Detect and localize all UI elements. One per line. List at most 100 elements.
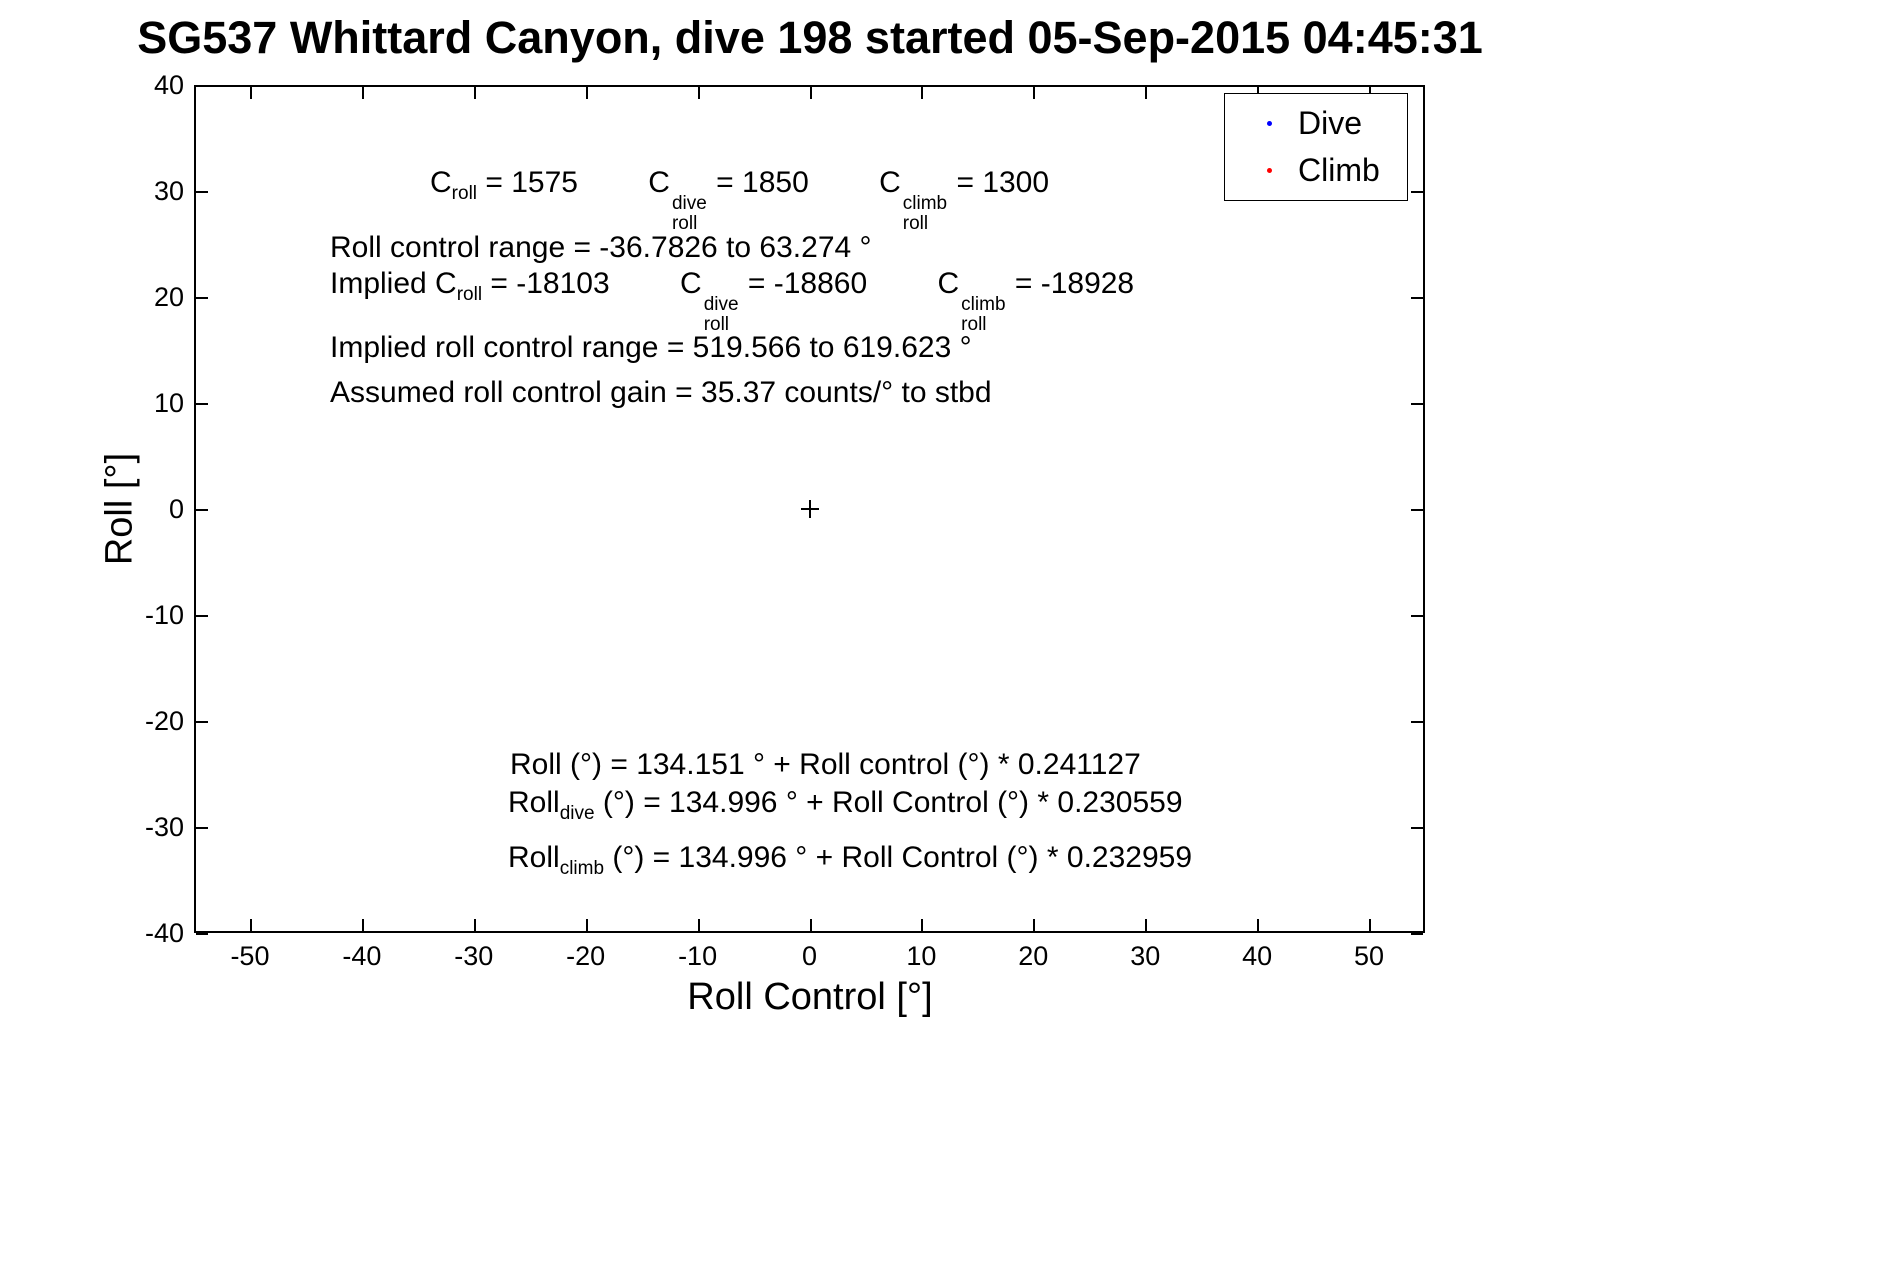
- base: Roll: [510, 748, 562, 781]
- chart-title: SG537 Whittard Canyon, dive 198 started …: [137, 12, 1483, 63]
- x-tick-label: 10: [906, 941, 937, 971]
- y-tick-mark: [196, 191, 208, 193]
- y-tick-label: 10: [153, 388, 184, 418]
- prefix: Implied C: [330, 267, 457, 300]
- gain-annotation: Assumed roll control gain = 35.37 counts…: [330, 376, 992, 409]
- legend-label-dive: Dive: [1298, 104, 1363, 141]
- y-tick-mark: [196, 933, 208, 935]
- base: Roll: [508, 841, 560, 874]
- eq-text: (°) = 134.996 ° + Roll Control (°) * 0.2…: [594, 786, 1183, 819]
- supsub: dive roll: [672, 194, 707, 234]
- implied-c-roll-term: Implied Croll = -18103: [330, 267, 610, 305]
- y-tick-label: -20: [144, 706, 184, 736]
- x-tick-mark: [1033, 919, 1036, 931]
- x-tick-mark: [697, 87, 700, 99]
- x-tick-mark: [361, 87, 364, 99]
- legend-item-climb: Climb: [1225, 152, 1407, 189]
- x-tick-mark: [809, 87, 812, 99]
- x-tick-label: 20: [1018, 941, 1049, 971]
- x-tick-label: 50: [1354, 941, 1385, 971]
- y-tick-label: -30: [144, 812, 184, 842]
- y-tick-mark: [1411, 827, 1423, 829]
- y-tick-mark: [196, 85, 208, 87]
- y-tick-label: 0: [168, 494, 184, 524]
- c-roll-term: Croll = 1575: [430, 166, 578, 204]
- eq-text: = 1850: [707, 166, 809, 199]
- legend: Dive Climb: [1224, 93, 1408, 201]
- x-tick-mark: [361, 919, 364, 931]
- eq-text: (°) = 134.151 ° + Roll control (°) * 0.2…: [561, 748, 1141, 781]
- legend-label-climb: Climb: [1298, 152, 1380, 189]
- roll-control-range-annotation: Roll control range = -36.7826 to 63.274 …: [330, 231, 872, 264]
- sub: climb: [559, 858, 605, 879]
- y-tick-mark: [196, 297, 208, 299]
- x-tick-mark: [697, 919, 700, 931]
- sup: climb: [961, 294, 1006, 315]
- sub: roll: [451, 183, 478, 204]
- y-tick-mark: [1411, 615, 1423, 617]
- y-tick-mark: [1411, 297, 1423, 299]
- eq-text: (°) = 134.996 ° + Roll Control (°) * 0.2…: [604, 841, 1193, 874]
- sup: dive: [703, 294, 739, 315]
- x-tick-label: 0: [801, 941, 818, 971]
- x-tick-mark: [249, 919, 252, 931]
- x-tick-mark: [1145, 919, 1148, 931]
- x-tick-label: -10: [678, 941, 718, 971]
- plot-area: [194, 85, 1425, 935]
- x-tick-mark: [1033, 87, 1036, 99]
- supsub: dive roll: [704, 295, 739, 335]
- base: Roll: [508, 786, 560, 819]
- y-tick-label: -10: [144, 600, 184, 630]
- y-tick-mark: [1411, 85, 1423, 87]
- y-tick-mark: [1411, 721, 1423, 723]
- dive-point-marker-icon: [1267, 120, 1272, 126]
- y-tick-mark: [196, 403, 208, 405]
- x-tick-mark: [1257, 919, 1260, 931]
- x-tick-label: 30: [1130, 941, 1161, 971]
- y-tick-mark: [196, 827, 208, 829]
- base: C: [648, 166, 670, 199]
- y-tick-label: -40: [144, 918, 184, 948]
- supsub: climb roll: [903, 194, 947, 234]
- y-tick-label: 20: [153, 282, 184, 312]
- eq-text: = -18928: [1006, 267, 1135, 300]
- supsub: climb roll: [961, 295, 1005, 335]
- sup: dive: [671, 193, 707, 214]
- x-axis-label: Roll Control [°]: [687, 976, 933, 1018]
- x-tick-label: -20: [566, 941, 606, 971]
- sub: roll: [961, 314, 987, 335]
- x-tick-mark: [585, 919, 588, 931]
- x-tick-mark: [1145, 87, 1148, 99]
- x-tick-label: -30: [454, 941, 494, 971]
- sub: roll: [902, 213, 929, 234]
- x-tick-mark: [585, 87, 588, 99]
- x-tick-mark: [809, 919, 812, 931]
- base: C: [680, 267, 702, 300]
- base: C: [879, 166, 901, 199]
- fit-all-annotation: Roll (°) = 134.151 ° + Roll control (°) …: [510, 745, 1141, 785]
- sub: roll: [703, 314, 730, 335]
- x-tick-label: 40: [1242, 941, 1273, 971]
- sub: roll: [671, 213, 698, 234]
- base: C: [430, 166, 452, 199]
- y-tick-label: 40: [153, 70, 184, 100]
- eq-text: = -18103: [482, 267, 610, 300]
- x-tick-label: -40: [342, 941, 382, 971]
- origin-plus-marker: [809, 500, 811, 518]
- eq-text: = 1575: [477, 166, 578, 199]
- legend-item-dive: Dive: [1225, 105, 1407, 142]
- x-tick-label: -50: [230, 941, 270, 971]
- base: C: [937, 267, 960, 300]
- x-tick-mark: [921, 919, 924, 931]
- eq-text: = -18860: [739, 267, 868, 300]
- x-tick-mark: [921, 87, 924, 99]
- x-tick-mark: [1369, 919, 1372, 931]
- y-tick-mark: [196, 615, 208, 617]
- sub: roll: [456, 284, 483, 305]
- y-tick-mark: [196, 721, 208, 723]
